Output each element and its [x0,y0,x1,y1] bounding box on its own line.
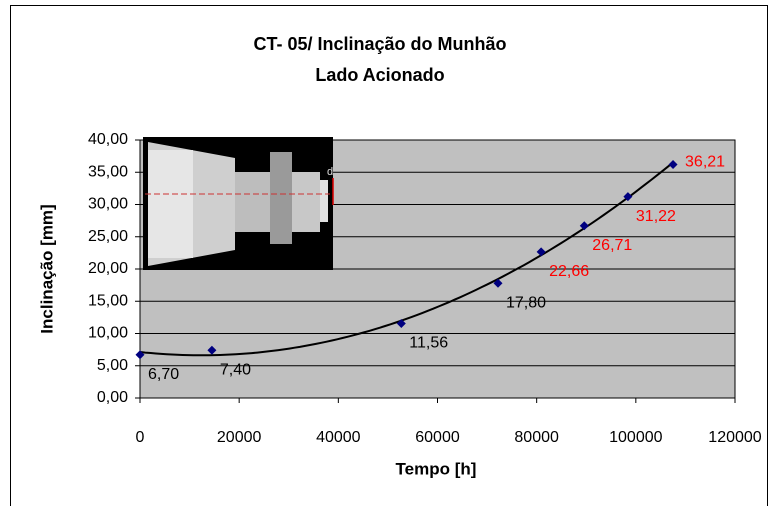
data-label: 17,80 [506,294,546,311]
chart: CT- 05/ Inclinação do Munhão Lado Aciona… [0,0,769,506]
chart-subtitle: Lado Acionado [315,65,444,85]
inset-image: d [143,137,333,270]
y-tick-label: 10,00 [88,325,128,342]
data-label: 26,71 [592,237,632,254]
x-tick-label: 80000 [514,429,559,446]
y-tick-label: 20,00 [88,260,128,277]
data-label: 22,66 [549,263,589,280]
x-tick-label: 20000 [217,429,262,446]
data-label: 7,40 [220,361,251,378]
x-tick-label: 100000 [609,429,662,446]
y-tick-label: 15,00 [88,292,128,309]
y-tick-label: 25,00 [88,228,128,245]
inset-label: d [327,166,333,178]
x-axis-label: Tempo [h] [396,459,477,478]
x-tick-label: 40000 [316,429,361,446]
y-tick-label: 0,00 [97,389,128,406]
data-label: 36,21 [685,154,725,171]
chart-title: CT- 05/ Inclinação do Munhão [253,34,506,54]
data-label: 31,22 [636,208,676,225]
x-tick-label: 60000 [415,429,460,446]
y-tick-label: 5,00 [97,357,128,374]
page: {"chart_data":{"type":"scatter", "title"… [0,0,769,511]
y-tick-label: 40,00 [88,131,128,148]
x-tick-label: 0 [136,429,145,446]
data-label: 6,70 [148,366,179,383]
y-tick-label: 30,00 [88,196,128,213]
y-axis-label: Inclinação [mm] [37,204,56,333]
data-label: 11,56 [409,335,448,352]
y-tick-label: 35,00 [88,163,128,180]
x-tick-label: 120000 [708,429,761,446]
